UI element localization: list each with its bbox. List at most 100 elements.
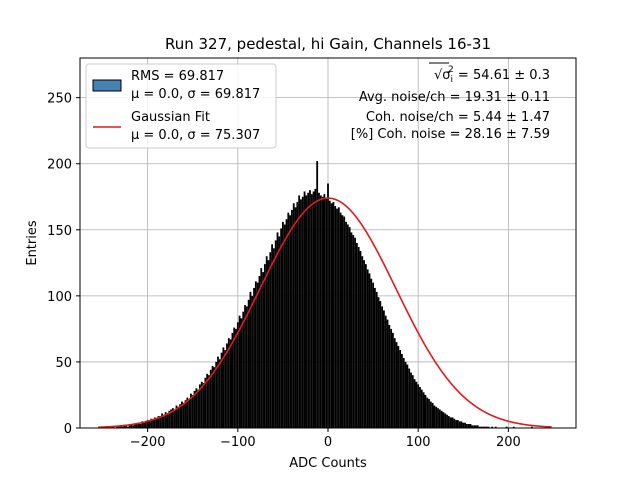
histogram-bar (217, 356, 219, 428)
histogram-bar (244, 305, 246, 428)
legend: RMS = 69.817 μ = 0.0, σ = 69.817 Gaussia… (85, 63, 277, 149)
histogram-bar (480, 426, 483, 428)
histogram-bar (224, 350, 227, 428)
histogram-bar (408, 368, 411, 428)
histogram-bar (258, 276, 261, 428)
histogram-bar (355, 243, 358, 428)
annotation-sqrt-sigma-sup: 2 (448, 65, 454, 75)
histogram-bar (310, 194, 313, 428)
histogram-bar (177, 406, 180, 428)
x-tick-label: −100 (220, 435, 256, 450)
annotation-avg-noise: Avg. noise/ch = 19.31 ± 0.11 (359, 90, 550, 105)
histogram-bar (292, 203, 295, 428)
histogram-bar (368, 273, 371, 428)
histogram-bar (406, 364, 409, 428)
y-tick-label: 200 (47, 158, 72, 173)
histogram-bar (170, 409, 172, 428)
histogram-bar (287, 212, 290, 428)
histogram-bar (451, 417, 454, 428)
histogram-bar (119, 425, 122, 428)
histogram-bar (325, 198, 328, 428)
histogram-bar (231, 332, 234, 428)
histogram-bar (112, 426, 115, 428)
annotation-coh-noise: Coh. noise/ch = 5.44 ± 1.47 (366, 110, 550, 125)
y-tick-label: 50 (55, 356, 72, 371)
histogram-bar (265, 256, 268, 428)
annotation-sqrt-sigma: √σi2 = 54.61 ± 0.3 (429, 62, 550, 85)
histogram-bar (233, 327, 236, 428)
annotations: √σi2 = 54.61 ± 0.3 Avg. noise/ch = 19.31… (351, 62, 550, 142)
histogram-bar (162, 414, 165, 428)
histogram-bar (494, 426, 497, 428)
histogram-bar (153, 417, 156, 428)
histogram-bar (294, 207, 297, 428)
histogram-bars (99, 161, 533, 429)
histogram-bar (359, 250, 362, 428)
histogram-bar (361, 256, 364, 428)
histogram-bar (251, 295, 254, 428)
annotation-sqrt-sigma-sub: i (451, 75, 454, 85)
histogram-bar (473, 425, 475, 428)
histogram-bar (197, 389, 200, 428)
histogram-bar (462, 422, 465, 428)
histogram-bar (449, 417, 452, 428)
histogram-bar (437, 408, 439, 428)
chart-title: Run 327, pedestal, hi Gain, Channels 16-… (165, 35, 491, 53)
histogram-bar (213, 367, 216, 428)
histogram-bar (193, 391, 196, 428)
histogram-bar (328, 200, 331, 428)
histogram-bar (263, 264, 266, 428)
y-tick-label: 250 (47, 92, 72, 107)
histogram-bar (282, 221, 284, 428)
histogram-bar (478, 426, 481, 428)
histogram-bar (278, 236, 281, 428)
histogram-bar (200, 381, 203, 428)
histogram-bar (469, 424, 472, 428)
histogram-bar (379, 301, 382, 428)
histogram-bar (206, 373, 209, 428)
histogram-bar (429, 401, 432, 428)
histogram-bar (132, 425, 135, 428)
x-tick-label: −200 (130, 435, 166, 450)
histogram-bar (512, 426, 515, 428)
histogram-bar (274, 240, 277, 428)
histogram-bar (186, 397, 189, 428)
histogram-bar (354, 237, 356, 428)
histogram-bar (346, 224, 349, 428)
histogram-bar (296, 202, 299, 428)
histogram-bar (453, 418, 456, 428)
histogram-bar (269, 252, 272, 428)
histogram-bar (336, 208, 338, 428)
histogram-bar (530, 426, 533, 428)
histogram-bar (123, 425, 126, 428)
histogram-bar (460, 421, 463, 428)
histogram-bar (157, 416, 160, 428)
histogram-bar (256, 282, 259, 428)
histogram-bar (431, 402, 434, 428)
histogram-bar (505, 426, 508, 428)
annotation-sqrt-sigma-prefix: √σ (434, 68, 451, 83)
histogram-bar (491, 426, 494, 428)
histogram-bar (388, 324, 391, 428)
histogram-bar (175, 405, 178, 428)
histogram-bar (323, 194, 326, 428)
histogram-bar (249, 291, 252, 428)
legend-swatch-histogram (92, 79, 122, 92)
histogram-bar (363, 260, 365, 428)
histogram-bar (377, 297, 380, 428)
histogram-bar (139, 424, 142, 428)
histogram-bar (375, 291, 378, 428)
histogram-bar (415, 381, 418, 428)
histogram-bar (440, 410, 443, 428)
histogram-bar (126, 426, 129, 428)
legend-histogram-sublabel: μ = 0.0, σ = 69.817 (131, 87, 260, 102)
histogram-bar (370, 278, 373, 428)
histogram-bar (411, 375, 414, 428)
histogram-bar (272, 248, 275, 428)
histogram-bar (208, 375, 210, 428)
histogram-bar (128, 425, 131, 428)
histogram-bar (164, 412, 167, 428)
histogram-bar (417, 384, 420, 428)
x-tick-label: 0 (324, 435, 332, 450)
histogram-bar (227, 338, 230, 428)
